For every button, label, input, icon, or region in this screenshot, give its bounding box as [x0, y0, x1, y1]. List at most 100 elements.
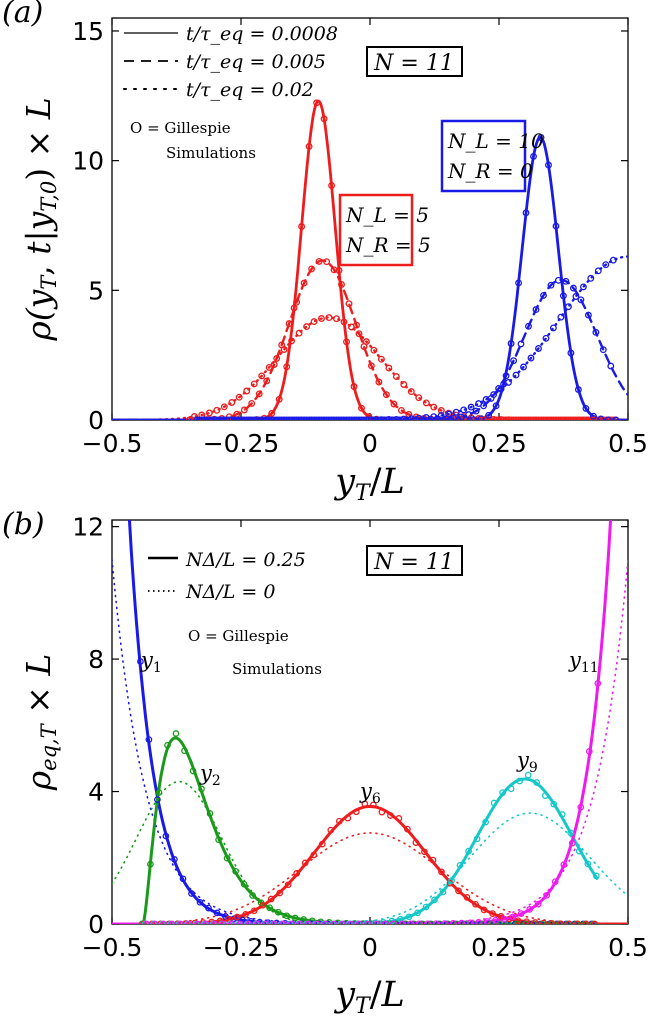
marker-blue-dotted — [198, 416, 206, 420]
marker-y2 — [206, 810, 214, 817]
marker-red-dashed — [367, 362, 375, 370]
marker-y9 — [499, 789, 506, 796]
marker-red-solid — [313, 99, 321, 107]
marker-red-dotted — [213, 406, 221, 414]
marker-y6 — [412, 839, 420, 846]
marker-y11 — [594, 680, 602, 687]
marker-red-dashed — [540, 416, 547, 420]
marker-y2 — [300, 916, 308, 923]
panel-b-ylabel: ρeq,T × L — [19, 654, 61, 792]
marker-red-dotted — [377, 355, 385, 363]
marker-blue-dotted — [355, 416, 363, 420]
marker-red-solid — [358, 404, 365, 412]
marker-red-solid — [589, 416, 597, 420]
marker-blue-dotted — [549, 324, 557, 332]
marker-y11 — [160, 920, 167, 924]
marker-blue-dotted — [288, 416, 296, 420]
marker-y11 — [211, 920, 219, 924]
marker-blue-solid — [305, 416, 313, 420]
marker-y6 — [276, 889, 284, 897]
marker-blue-solid — [462, 416, 470, 420]
marker-red-dotted — [273, 354, 281, 362]
marker-y1 — [188, 890, 195, 897]
marker-blue-dashed — [308, 416, 315, 420]
marker-blue-solid — [275, 416, 283, 420]
marker-blue-dotted — [205, 416, 213, 420]
panel-a-xtick-label: −0.25 — [203, 429, 280, 458]
marker-blue-solid — [552, 222, 560, 230]
marker-blue-solid — [387, 416, 395, 420]
marker-y9 — [584, 860, 592, 868]
marker-y6 — [284, 881, 292, 889]
series-blue-solid-line — [112, 135, 628, 420]
marker-red-dashed — [330, 266, 338, 274]
marker-red-dotted — [303, 323, 311, 331]
marker-blue-dotted — [467, 403, 475, 411]
marker-blue-dotted — [535, 345, 542, 352]
marker-red-solid — [328, 182, 336, 189]
marker-y6 — [523, 918, 530, 924]
marker-y2 — [419, 920, 427, 924]
marker-y11 — [151, 920, 159, 924]
panel-a-xtick-label: 0.5 — [608, 429, 648, 458]
marker-y9 — [422, 903, 430, 911]
marker-blue-solid — [612, 416, 620, 420]
marker-red-dashed — [300, 279, 308, 287]
marker-blue-dashed — [278, 416, 286, 420]
marker-blue-dashed — [457, 413, 465, 420]
marker-y2 — [266, 904, 273, 912]
marker-blue-solid — [545, 161, 552, 169]
marker-red-dashed — [293, 298, 301, 306]
marker-blue-dotted — [235, 416, 243, 420]
marker-blue-dashed — [472, 407, 480, 415]
marker-red-dashed — [570, 416, 577, 420]
panel-a-xtick-label: −0.5 — [82, 429, 143, 458]
marker-blue-dashed — [547, 281, 555, 289]
marker-y11 — [568, 839, 576, 847]
curve-label-y9: y9 — [516, 748, 538, 776]
marker-blue-dashed — [300, 416, 308, 420]
marker-blue-dashed — [577, 296, 585, 304]
marker-blue-dotted — [527, 354, 535, 362]
marker-y11 — [304, 920, 312, 924]
panel-a-red-box — [338, 193, 414, 267]
marker-blue-dotted — [445, 410, 453, 418]
curve-label-y6: y6 — [359, 779, 381, 807]
marker-red-dashed — [285, 320, 293, 328]
panel-a-ytick-label: 10 — [72, 147, 104, 176]
marker-red-dashed — [255, 390, 263, 398]
marker-blue-dashed — [218, 416, 226, 420]
marker-blue-solid — [597, 415, 605, 420]
marker-y6 — [293, 870, 301, 877]
panel-a-red-box-line-2: N_R = 5 — [345, 233, 431, 257]
marker-blue-dotted — [587, 274, 595, 282]
marker-y9 — [592, 872, 600, 880]
marker-blue-solid — [470, 416, 478, 420]
panel-a-markers — [185, 99, 620, 420]
marker-blue-dotted — [280, 416, 288, 420]
marker-y11 — [177, 920, 184, 924]
marker-y2 — [402, 920, 410, 924]
marker-red-dashed — [525, 416, 533, 420]
marker-blue-dotted — [437, 412, 445, 419]
marker-red-solid — [582, 416, 590, 420]
marker-y6 — [310, 851, 318, 859]
marker-y2 — [215, 836, 222, 844]
marker-blue-dashed — [293, 416, 301, 420]
marker-y11 — [185, 920, 193, 924]
marker-red-solid — [575, 416, 582, 420]
marker-red-dotted — [340, 318, 348, 326]
marker-y2 — [189, 767, 197, 775]
marker-y11 — [168, 920, 176, 924]
marker-red-dashed — [390, 400, 398, 408]
marker-blue-dotted — [295, 416, 303, 420]
marker-blue-solid — [530, 152, 537, 160]
marker-y11 — [219, 920, 227, 924]
panel-a-axes: −0.5 −0.25 0 0.25 0.5 0 5 10 15 — [72, 17, 648, 458]
marker-red-dotted — [565, 416, 572, 420]
marker-y11 — [449, 920, 457, 924]
marker-y11 — [322, 920, 329, 924]
marker-y11 — [364, 920, 372, 924]
marker-blue-dotted — [490, 391, 498, 399]
marker-blue-dashed — [210, 416, 218, 420]
